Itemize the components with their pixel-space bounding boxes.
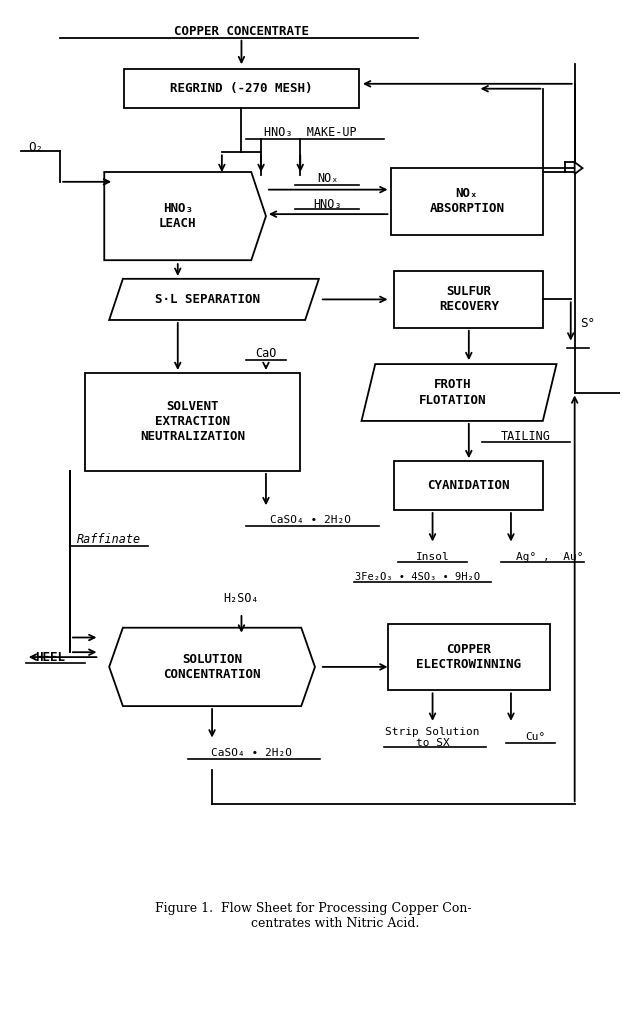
Text: NOₓ
ABSORPTION: NOₓ ABSORPTION: [429, 187, 505, 215]
Text: 3Fe₂O₃ • 4SO₃ • 9H₂O: 3Fe₂O₃ • 4SO₃ • 9H₂O: [356, 572, 480, 582]
Text: NOₓ: NOₓ: [317, 172, 339, 185]
Polygon shape: [361, 364, 557, 421]
Text: CaSO₄ • 2H₂O: CaSO₄ • 2H₂O: [211, 748, 292, 758]
Text: Cu°: Cu°: [526, 732, 546, 743]
Text: REGRIND (-270 MESH): REGRIND (-270 MESH): [170, 82, 313, 95]
Text: COPPER CONCENTRATE: COPPER CONCENTRATE: [174, 26, 309, 38]
Text: SOLUTION
CONCENTRATION: SOLUTION CONCENTRATION: [163, 653, 261, 681]
Bar: [391, 168, 543, 235]
Text: S°: S°: [580, 317, 595, 331]
Text: Ag° ,  Au°: Ag° , Au°: [516, 552, 583, 562]
Text: FROTH
FLOTATION: FROTH FLOTATION: [418, 378, 486, 407]
Text: Strip Solution
to SX: Strip Solution to SX: [386, 726, 480, 748]
Text: TAILING: TAILING: [501, 431, 551, 443]
Polygon shape: [109, 279, 319, 320]
Text: CYANIDATION: CYANIDATION: [428, 479, 510, 492]
Bar: [85, 373, 300, 471]
Text: SULFUR
RECOVERY: SULFUR RECOVERY: [439, 285, 499, 313]
Text: HNO₃  MAKE-UP: HNO₃ MAKE-UP: [264, 127, 356, 139]
Text: HNO₃
LEACH: HNO₃ LEACH: [159, 202, 197, 230]
Text: Figure 1.  Flow Sheet for Processing Copper Con-
           centrates with Nitri: Figure 1. Flow Sheet for Processing Copp…: [155, 902, 471, 930]
Text: SOLVENT
EXTRACTION
NEUTRALIZATION: SOLVENT EXTRACTION NEUTRALIZATION: [140, 401, 245, 443]
Bar: [388, 624, 550, 690]
Text: O₂: O₂: [28, 141, 43, 154]
Text: Raffinate: Raffinate: [77, 533, 141, 546]
Bar: [394, 271, 543, 328]
Polygon shape: [575, 162, 583, 174]
Text: H₂SO₄: H₂SO₄: [223, 592, 259, 605]
Text: Insol: Insol: [416, 552, 449, 562]
Text: HEEL: HEEL: [35, 651, 65, 663]
Text: CaO: CaO: [255, 347, 277, 359]
Bar: [124, 69, 359, 108]
Text: COPPER
ELECTROWINNING: COPPER ELECTROWINNING: [416, 643, 521, 672]
Polygon shape: [109, 627, 315, 707]
Text: S·L SEPARATION: S·L SEPARATION: [155, 293, 260, 306]
Polygon shape: [105, 172, 266, 261]
Text: CaSO₄ • 2H₂O: CaSO₄ • 2H₂O: [270, 515, 351, 525]
Text: HNO₃: HNO₃: [314, 198, 342, 211]
Bar: [394, 461, 543, 510]
